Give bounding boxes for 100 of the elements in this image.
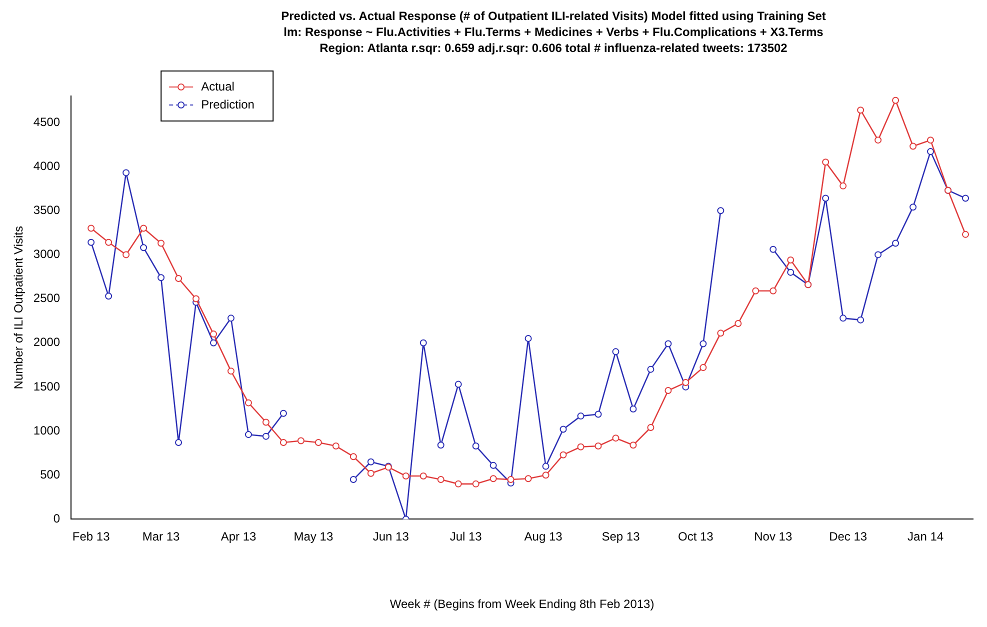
point: [262, 418, 270, 426]
point: [734, 320, 742, 327]
point: [262, 432, 270, 440]
point: [560, 451, 567, 458]
point: [524, 334, 532, 342]
point: [280, 438, 287, 446]
point: [244, 431, 252, 438]
point: [822, 158, 830, 166]
point: [420, 339, 427, 346]
point: [874, 251, 882, 258]
point: [560, 426, 567, 433]
point: [822, 194, 830, 202]
legend-label: Prediction: [201, 97, 254, 112]
point: [857, 316, 864, 324]
point: [122, 169, 130, 176]
x-tick-label: Feb 13: [72, 530, 110, 544]
x-tick-label: Jul 13: [450, 530, 482, 544]
point: [752, 287, 760, 294]
point: [280, 410, 287, 417]
point: [524, 475, 532, 482]
y-tick-label: 0: [53, 512, 60, 526]
point: [158, 240, 165, 247]
point: [350, 476, 357, 484]
chart-subtitle: lm: Response ~ Flu.Activities + Flu.Terms + Medicines + Verbs + Flu.Complications + X3.Terms Region: Atlanta r.sqr: 0.659 adj.r.sqr: 0.606 total # influenza-related tweets: 173502: [282, 24, 824, 56]
point: [437, 476, 444, 484]
point: [647, 366, 654, 373]
point: [437, 442, 444, 449]
chart-title: Predicted vs. Actual Response (# of Outpatient ILI-related Visits) Model fitted using Training Set: [280, 8, 827, 24]
point: [577, 412, 584, 420]
x-axis-title: Week # (Begins from Week Ending 8th Feb 2013): [390, 597, 654, 612]
point: [770, 287, 777, 294]
y-tick-label: 3000: [33, 247, 60, 262]
point: [910, 142, 917, 150]
point: [612, 348, 620, 356]
point: [700, 364, 707, 372]
point: [244, 399, 252, 406]
y-tick-label: 4500: [33, 114, 60, 129]
point: [507, 476, 514, 484]
point: [297, 437, 304, 444]
point: [717, 207, 724, 214]
point: [88, 238, 95, 246]
point: [105, 292, 112, 300]
point: [140, 244, 148, 252]
point: [770, 246, 777, 253]
point: [857, 106, 864, 114]
point: [892, 240, 900, 247]
point: [542, 472, 550, 479]
x-tick-label: Jun 13: [372, 530, 410, 544]
point: [210, 330, 217, 338]
point: [367, 458, 374, 466]
x-tick-label: Mar 13: [142, 530, 180, 544]
point: [454, 480, 462, 488]
point: [892, 96, 900, 104]
point: [402, 472, 410, 480]
point: [594, 410, 602, 418]
point: [787, 268, 794, 276]
point: [105, 238, 112, 246]
point: [175, 275, 182, 282]
x-tick-label: Nov 13: [754, 530, 792, 544]
point: [927, 136, 934, 144]
point: [630, 442, 637, 449]
point: [962, 230, 970, 238]
point: [787, 256, 794, 264]
y-axis-title: Number of ILI Outpatient Visits: [12, 226, 26, 390]
point: [192, 295, 200, 302]
x-tick-label: Sep 13: [602, 530, 640, 544]
point: [647, 424, 654, 432]
point: [140, 224, 148, 232]
point: [420, 472, 427, 480]
point: [874, 136, 882, 144]
point: [664, 340, 672, 348]
point: [840, 182, 847, 190]
point: [227, 314, 234, 322]
point: [88, 224, 95, 232]
y-tick-label: 2500: [33, 291, 60, 306]
point: [664, 386, 672, 394]
point: [454, 380, 462, 388]
point: [472, 442, 480, 450]
point: [962, 194, 970, 202]
x-tick-label: Jan 14: [908, 530, 944, 544]
point: [122, 251, 130, 258]
point: [490, 475, 497, 482]
point: [717, 330, 724, 337]
point: [910, 204, 917, 211]
point: [314, 438, 322, 446]
y-tick-label: 500: [40, 467, 60, 482]
point: [577, 443, 584, 450]
point: [612, 434, 620, 442]
point: [630, 405, 637, 412]
point: [490, 462, 497, 469]
y-tick-label: 2000: [33, 335, 60, 350]
legend-label: Actual: [201, 79, 234, 94]
x-tick-label: Aug 13: [524, 530, 563, 544]
point: [700, 340, 707, 348]
point: [350, 453, 357, 460]
x-tick-label: Apr 13: [220, 530, 256, 544]
point: [840, 314, 847, 322]
y-tick-label: 1000: [33, 423, 60, 438]
x-tick-label: Oct 13: [678, 530, 714, 544]
point: [175, 438, 182, 446]
